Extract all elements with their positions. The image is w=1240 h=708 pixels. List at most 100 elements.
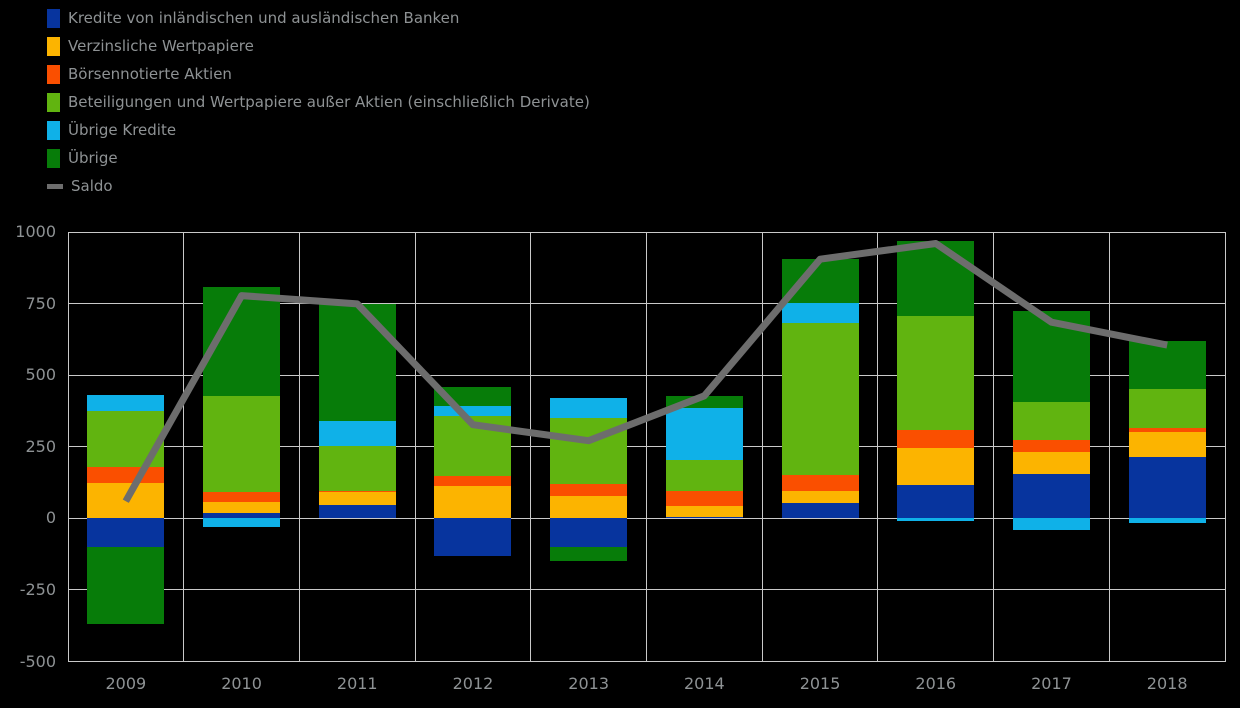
bar-segment-2017-s4: [1012, 518, 1090, 530]
bar-segment-2018-s2: [1128, 428, 1206, 433]
bar-segment-2015-s3: [781, 322, 859, 475]
bar-segment-2011-s0: [318, 505, 396, 519]
bar-segment-2014-s2: [665, 491, 743, 506]
gridline-vertical: [298, 232, 300, 662]
bar-segment-2011-s2: [318, 490, 396, 493]
legend-line-mark: [47, 183, 63, 189]
legend-item: Übrige: [47, 144, 590, 172]
bar-segment-2012-s4: [434, 406, 512, 417]
legend-item: Börsennotierte Aktien: [47, 60, 590, 88]
x-tick-label: 2015: [799, 674, 841, 693]
bar-segment-2010-s4: [203, 518, 281, 527]
bar-segment-2016-s4: [897, 518, 975, 522]
legend-label: Übrige: [68, 149, 118, 167]
x-tick-label: 2009: [105, 674, 147, 693]
bar-segment-2009-s4: [87, 395, 165, 411]
bar-segment-2013-s4: [550, 397, 628, 418]
legend-item: Kredite von inländischen und ausländisch…: [47, 4, 590, 32]
bar-segment-2012-s0: [434, 518, 512, 556]
y-tick-label: -500: [19, 651, 56, 671]
y-tick-label: -250: [19, 579, 56, 599]
gridline-vertical: [1224, 232, 1226, 662]
gridline-vertical: [530, 232, 532, 662]
bar-segment-2016-s3: [897, 316, 975, 430]
legend-swatch: [47, 64, 60, 84]
bar-segment-2017-s1: [1012, 452, 1090, 474]
bar-segment-2013-s0: [550, 518, 628, 547]
bar-segment-2014-s0: [665, 516, 743, 519]
gridline-vertical: [414, 232, 416, 662]
x-tick-label: 2013: [568, 674, 609, 693]
bar-segment-2018-s5: [1128, 340, 1206, 390]
bar-segment-2017-s5: [1012, 310, 1090, 403]
bar-segment-2017-s3: [1012, 402, 1090, 440]
bar-segment-2013-s3: [550, 417, 628, 484]
bar-segment-2016-s1: [897, 448, 975, 486]
bar-segment-2017-s2: [1012, 439, 1090, 453]
bar-segment-2018-s3: [1128, 389, 1206, 429]
bar-segment-2010-s1: [203, 501, 281, 513]
legend-item-saldo: Saldo: [47, 172, 590, 200]
gridline-vertical: [1108, 232, 1110, 662]
bar-segment-2014-s4: [665, 408, 743, 460]
bar-segment-2013-s2: [550, 483, 628, 496]
x-tick-label: 2014: [683, 674, 725, 693]
gridline-vertical: [761, 232, 763, 662]
legend-item: Übrige Kredite: [47, 116, 590, 144]
legend-label: Verzinsliche Wertpapiere: [68, 37, 254, 55]
y-tick-label: 0: [45, 508, 56, 528]
bar-segment-2015-s1: [781, 491, 859, 503]
y-tick-label: 1000: [15, 222, 56, 241]
legend-swatch: [47, 120, 60, 140]
bar-segment-2011-s5: [318, 303, 396, 421]
bar-segment-2013-s1: [550, 495, 628, 519]
x-tick-label: 2012: [452, 674, 494, 693]
bar-segment-2012-s3: [434, 416, 512, 477]
gridline-vertical: [183, 232, 185, 662]
bar-segment-2016-s5: [897, 240, 975, 317]
bar-segment-2015-s0: [781, 502, 859, 519]
bar-segment-2010-s3: [203, 395, 281, 492]
legend-item: Verzinsliche Wertpapiere: [47, 32, 590, 60]
y-tick-label: 750: [25, 293, 56, 313]
gridline-vertical: [67, 232, 69, 662]
bar-segment-2015-s5: [781, 259, 859, 303]
bar-segment-2016-s2: [897, 429, 975, 449]
legend-swatch: [47, 148, 60, 168]
bar-segment-2010-s0: [203, 512, 281, 519]
gridline-vertical: [877, 232, 879, 662]
y-tick-label: 250: [25, 436, 56, 456]
legend-label: Beteiligungen und Wertpapiere außer Akti…: [68, 93, 590, 111]
bar-segment-2014-s5: [665, 395, 743, 409]
bar-segment-2009-s2: [87, 466, 165, 483]
legend-swatch: [47, 92, 60, 112]
bar-segment-2018-s4: [1128, 518, 1206, 523]
legend-label: Übrige Kredite: [68, 121, 177, 139]
chart-legend: Kredite von inländischen und ausländisch…: [47, 4, 590, 200]
legend-item: Beteiligungen und Wertpapiere außer Akti…: [47, 88, 590, 116]
bar-segment-2009-s3: [87, 410, 165, 467]
bar-segment-2016-s0: [897, 485, 975, 519]
bar-segment-2015-s4: [781, 302, 859, 323]
legend-label: Saldo: [71, 177, 113, 195]
bar-segment-2018-s1: [1128, 432, 1206, 457]
y-tick-label: 500: [25, 365, 56, 385]
legend-swatch: [47, 8, 60, 28]
legend-label: Kredite von inländischen und ausländisch…: [68, 9, 460, 27]
bar-segment-2009-s0: [87, 518, 165, 547]
bar-segment-2011-s1: [318, 492, 396, 506]
x-tick-label: 2011: [336, 674, 378, 693]
x-tick-label: 2017: [1031, 674, 1072, 693]
legend-label: Börsennotierte Aktien: [68, 65, 232, 83]
bar-segment-2009-s1: [87, 482, 165, 519]
x-tick-label: 2016: [915, 674, 957, 693]
bar-segment-2010-s2: [203, 491, 281, 502]
bar-segment-2013-s5: [550, 546, 628, 562]
gridline-vertical: [646, 232, 647, 662]
bar-segment-2011-s4: [318, 420, 396, 446]
bar-segment-2018-s0: [1128, 456, 1206, 519]
bar-segment-2010-s5: [203, 286, 281, 396]
bar-segment-2012-s2: [434, 476, 512, 487]
bar-segment-2014-s3: [665, 459, 743, 492]
